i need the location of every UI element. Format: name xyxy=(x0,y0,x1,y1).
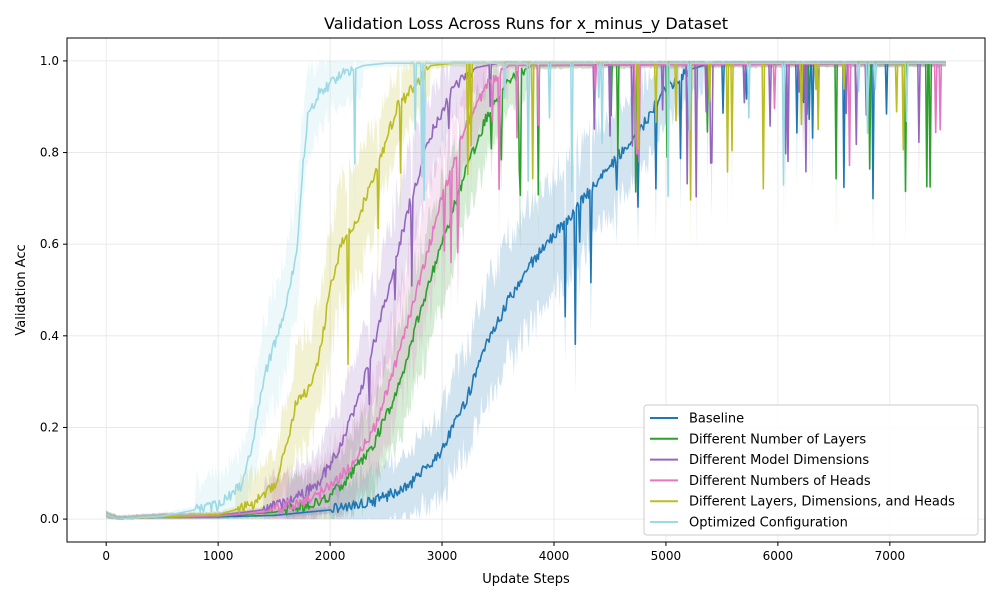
y-tick-label: 1.0 xyxy=(40,54,59,68)
legend-label: Different Numbers of Heads xyxy=(689,474,871,489)
y-tick-label: 0.2 xyxy=(40,420,59,434)
legend-label: Optimized Configuration xyxy=(689,516,848,531)
legend-label: Baseline xyxy=(689,412,744,427)
x-tick-label: 1000 xyxy=(203,549,234,563)
legend-label: Different Layers, Dimensions, and Heads xyxy=(689,495,955,510)
tick-layer: 0 1000 2000 3000 4000 5000 6000 7000 0.0 0.2 0.4 0.… xyxy=(40,54,905,563)
y-tick-label: 0.6 xyxy=(40,237,59,251)
y-axis-label: Validation Acc xyxy=(14,244,29,335)
y-tick-label: 0.0 xyxy=(40,512,59,526)
x-tick-label: 7000 xyxy=(875,549,906,563)
y-tick-label: 0.4 xyxy=(40,329,59,343)
x-tick-label: 3000 xyxy=(427,549,458,563)
error-band-layer xyxy=(106,60,946,520)
series-line-layer xyxy=(105,62,946,520)
legend-label: Different Number of Layers xyxy=(689,432,866,447)
chart-title: Validation Loss Across Runs for x_minus_… xyxy=(324,14,728,34)
x-tick-label: 2000 xyxy=(315,549,346,563)
legend: Baseline Different Number of Layers Differ… xyxy=(643,404,979,536)
series-line xyxy=(105,62,946,520)
x-tick-label: 0 xyxy=(102,549,110,563)
x-tick-label: 4000 xyxy=(539,549,570,563)
legend-box xyxy=(643,404,979,536)
series-error-band xyxy=(106,60,946,520)
legend-label: Different Model Dimensions xyxy=(689,453,869,468)
plot-frame xyxy=(66,37,986,543)
y-tick-label: 0.8 xyxy=(40,146,59,160)
x-axis-label: Update Steps xyxy=(482,572,570,587)
x-tick-label: 6000 xyxy=(763,549,794,563)
series-error-band xyxy=(106,60,946,520)
x-tick-label: 5000 xyxy=(651,549,682,563)
